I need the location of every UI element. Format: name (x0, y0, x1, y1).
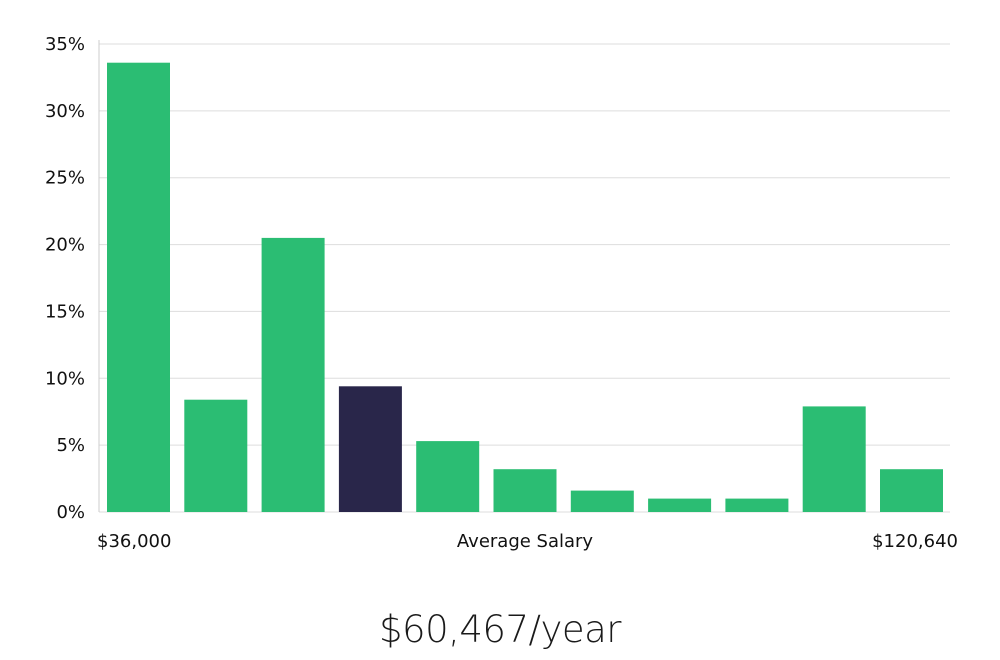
y-axis-ticks: 0% 5% 10% 15% 20% 25% 30% 35% (45, 34, 85, 523)
y-tick-label: 15% (45, 301, 85, 322)
y-tick-label: 35% (45, 34, 85, 55)
bar (107, 62, 170, 512)
y-tick-label: 10% (45, 368, 85, 389)
bar (184, 399, 248, 512)
bar (493, 469, 557, 512)
x-max-label: $120,640 (872, 531, 958, 552)
y-tick-label: 5% (56, 435, 85, 456)
x-min-label: $36,000 (97, 531, 171, 552)
x-axis-title: Average Salary (457, 531, 594, 552)
y-tick-label: 20% (45, 235, 85, 256)
bar (648, 498, 712, 512)
bar (416, 441, 480, 512)
average-salary-value: $60,467/year (378, 608, 622, 651)
y-tick-label: 30% (45, 101, 85, 122)
bars (107, 62, 943, 512)
y-tick-label: 25% (45, 168, 85, 189)
bar (802, 406, 866, 512)
salary-histogram: 0% 5% 10% 15% 20% 25% 30% 35% $36,000 Average S… (45, 34, 958, 552)
bar (261, 237, 325, 512)
y-tick-label: 0% (56, 502, 85, 523)
bar (725, 498, 789, 512)
bar-highlighted (338, 386, 402, 512)
bar (570, 490, 634, 512)
bar (880, 469, 943, 512)
